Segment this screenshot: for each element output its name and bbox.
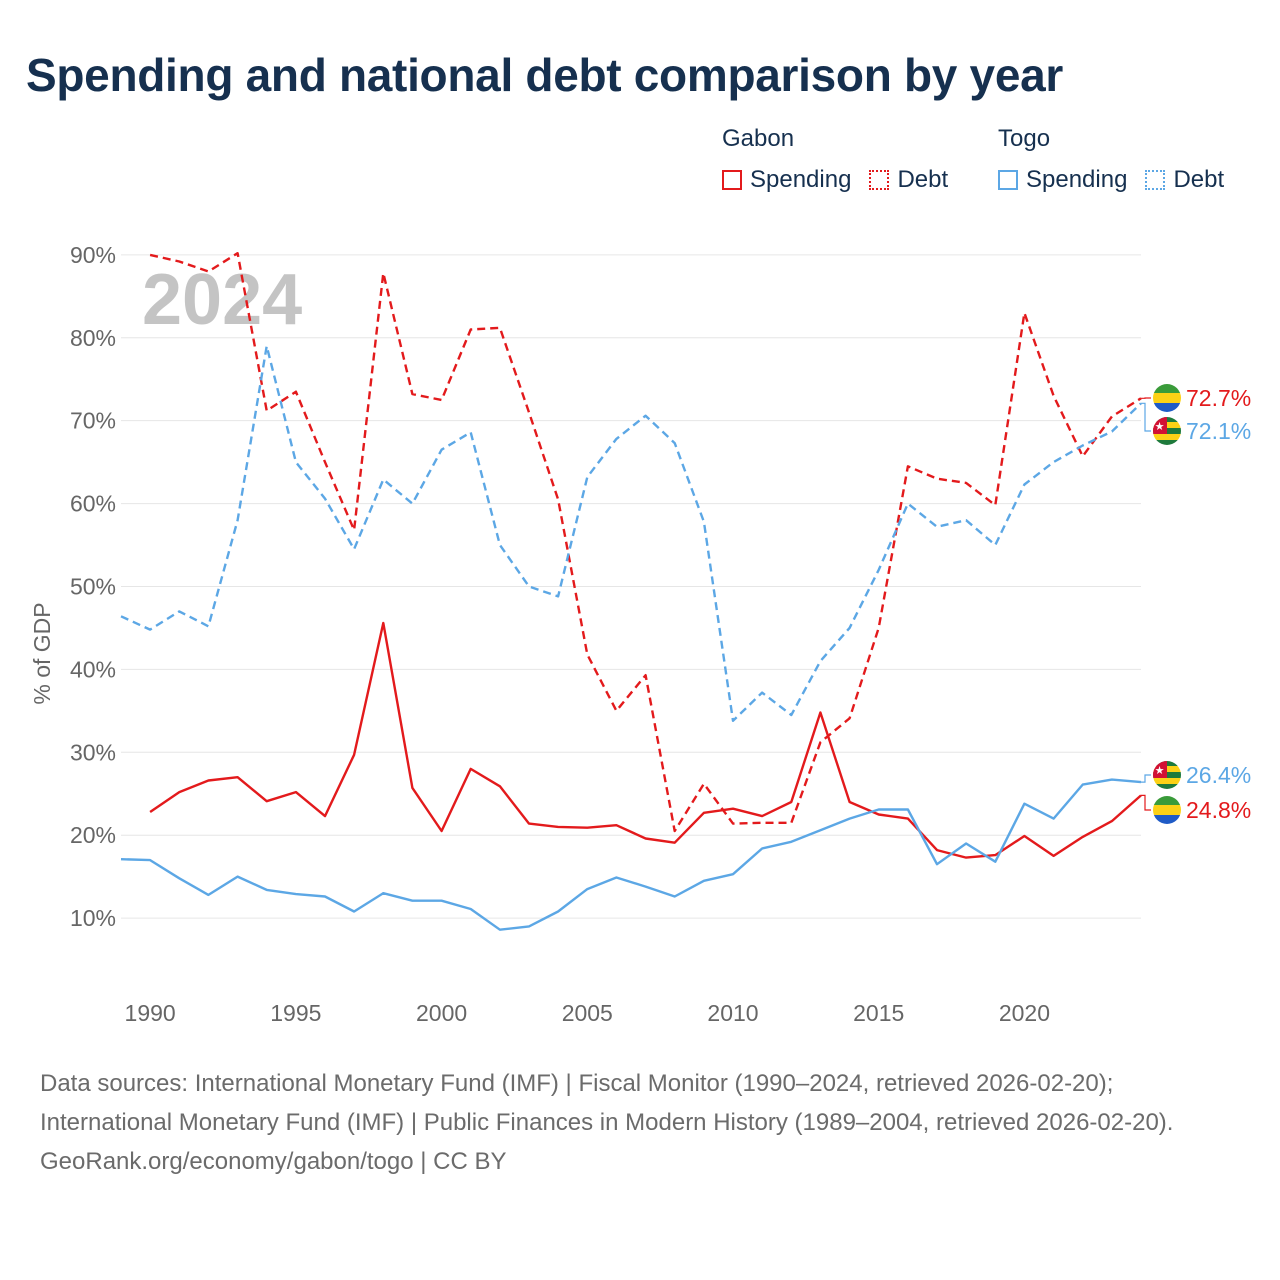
legend-label: Debt xyxy=(897,166,949,193)
end-value-label: 72.1% xyxy=(1186,418,1251,444)
x-tick-label: 2015 xyxy=(853,1000,904,1026)
y-tick-label: 70% xyxy=(70,408,116,434)
end-value-label: 26.4% xyxy=(1186,762,1251,788)
legend-swatch-dotted xyxy=(869,170,890,190)
x-tick-label: 2020 xyxy=(999,1000,1050,1026)
legend-item-gabon-spending[interactable]: Spending xyxy=(722,166,851,194)
legend-swatch-dotted xyxy=(1145,170,1166,190)
legend-country-gabon: Gabon xyxy=(722,125,795,152)
y-tick-label: 40% xyxy=(70,656,116,682)
gabon-flag-icon xyxy=(1153,796,1181,824)
legend-label: Spending xyxy=(1026,166,1128,193)
legend-swatch-solid xyxy=(722,170,742,190)
legend-label: Spending xyxy=(750,166,852,193)
y-tick-label: 80% xyxy=(70,325,116,351)
togo-flag-icon: ★ xyxy=(1153,417,1181,445)
end-value-label: 24.8% xyxy=(1186,797,1251,823)
y-tick-label: 50% xyxy=(70,573,116,599)
year-label: 2024 xyxy=(142,260,302,340)
legend-country-togo: Togo xyxy=(998,125,1051,152)
legend-group-togo: Togo Spending Debt xyxy=(998,124,1242,194)
x-tick-label: 2000 xyxy=(416,1000,467,1026)
svg-text:★: ★ xyxy=(1155,764,1165,777)
end-label-connector xyxy=(1141,402,1151,432)
line-chart: 10% 20% 30% 40% 50% 60% 70% 80% 90% 1990 1995 2000 2… xyxy=(29,242,1251,1026)
end-label-connector xyxy=(1141,794,1151,811)
y-tick-label: 90% xyxy=(70,242,116,268)
gabon-flag-icon xyxy=(1153,384,1181,412)
y-tick-label: 20% xyxy=(70,822,116,848)
legend-group-gabon: Gabon Spending Debt xyxy=(722,124,966,194)
y-tick-label: 10% xyxy=(70,905,116,931)
credit-link[interactable]: GeoRank.org/economy/gabon/togo | CC BY xyxy=(40,1148,507,1175)
x-tick-label: 2010 xyxy=(707,1000,758,1026)
end-label-connector xyxy=(1141,774,1151,783)
legend-label: Debt xyxy=(1173,166,1225,193)
footer: Data sources: International Monetary Fun… xyxy=(40,1064,1240,1181)
data-sources: Data sources: International Monetary Fun… xyxy=(40,1070,1174,1136)
legend-swatch-solid xyxy=(998,170,1018,190)
series-line-gabon-spending xyxy=(149,621,1142,859)
legend-item-togo-debt[interactable]: Debt xyxy=(1145,166,1224,194)
y-tick-label: 30% xyxy=(70,739,116,765)
x-tick-label: 1990 xyxy=(125,1000,176,1026)
series-line-togo-spending xyxy=(120,778,1142,931)
x-tick-label: 1995 xyxy=(270,1000,321,1026)
legend-item-togo-spending[interactable]: Spending xyxy=(998,166,1127,194)
series-line-gabon-debt xyxy=(149,251,1142,833)
y-axis-label: % of GDP xyxy=(29,602,55,704)
end-value-label: 72.7% xyxy=(1186,385,1251,411)
x-tick-label: 2005 xyxy=(562,1000,613,1026)
chart-title: Spending and national debt comparison by… xyxy=(26,49,1063,101)
svg-text:★: ★ xyxy=(1155,420,1165,433)
y-tick-label: 60% xyxy=(70,491,116,517)
legend-item-gabon-debt[interactable]: Debt xyxy=(869,166,948,194)
series-line-togo-debt xyxy=(120,344,1142,722)
togo-flag-icon: ★ xyxy=(1153,761,1181,789)
